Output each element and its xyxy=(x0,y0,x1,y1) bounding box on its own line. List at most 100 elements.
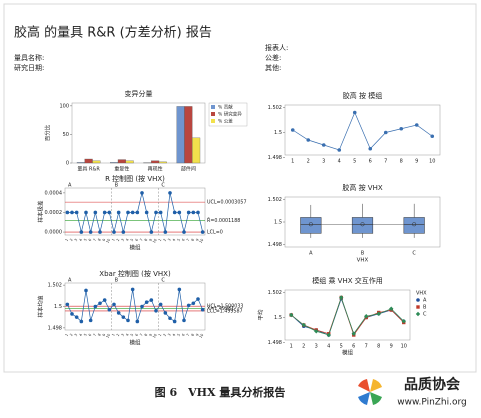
y-tick-label: 100 xyxy=(59,103,69,109)
x-tick-label: 量具 R&R xyxy=(77,166,100,173)
x-axis-label: 模组 xyxy=(129,244,141,252)
chart-title: 胶高 按 模组 xyxy=(343,91,382,100)
data-point xyxy=(80,320,84,324)
info-label: 报表人: xyxy=(265,43,288,52)
data-point xyxy=(168,191,172,195)
data-point xyxy=(322,143,326,147)
data-point xyxy=(117,211,121,215)
data-point xyxy=(430,134,434,138)
data-point xyxy=(353,111,357,115)
chart-title: Xbar 控制图 (按 VHX) xyxy=(99,269,171,278)
y-tick-label: 1.502 xyxy=(48,283,62,289)
legend-label: C xyxy=(423,312,427,318)
data-point xyxy=(75,211,79,215)
y-tick-label: 1.502 xyxy=(268,105,282,111)
x-tick-label: 6 xyxy=(369,159,372,165)
data-point xyxy=(178,211,182,215)
data-point xyxy=(178,288,182,292)
data-point xyxy=(201,230,205,234)
chart-title: 胶高 按 VHX xyxy=(342,183,383,192)
data-point xyxy=(84,211,88,215)
bar xyxy=(93,161,101,163)
reference-label: LCL=0 xyxy=(207,230,223,236)
y-tick-label: 1.498 xyxy=(268,155,282,161)
x-tick-label: 5 xyxy=(340,344,343,350)
data-point xyxy=(173,211,177,215)
reference-label: R̄=0.0001188 xyxy=(207,217,240,224)
y-tick-label: 0.0004 xyxy=(45,190,63,196)
x-tick-label: 重复性 xyxy=(114,166,129,173)
x-tick-label: A xyxy=(309,251,313,257)
y-axis-label: 样本均值 xyxy=(37,295,45,318)
x-axis-label: VHX xyxy=(357,258,369,264)
legend-label: A xyxy=(423,298,427,304)
info-label: 研究日期: xyxy=(14,63,44,72)
data-point xyxy=(159,303,163,307)
x-tick-label: 2 xyxy=(307,159,310,165)
report-title: 胶高 的量具 R&R (方差分析) 报告 xyxy=(14,25,212,41)
y-tick-label: 1.5 xyxy=(274,315,282,321)
data-point xyxy=(131,211,135,215)
y-axis-label: 样本极差 xyxy=(37,200,45,223)
data-point xyxy=(126,319,130,323)
data-point xyxy=(75,315,79,319)
data-point xyxy=(399,127,403,131)
data-point xyxy=(187,211,191,215)
data-point xyxy=(384,131,388,135)
bar xyxy=(110,162,118,163)
x-tick-label: 8 xyxy=(377,344,380,350)
legend-swatch xyxy=(211,119,215,123)
y-tick-label: 50 xyxy=(63,132,69,138)
data-point xyxy=(415,123,419,127)
data-point xyxy=(187,304,191,308)
x-tick-label: 7 xyxy=(365,344,368,350)
x-tick-label: 3 xyxy=(322,159,325,165)
x-tick-label: 10 xyxy=(429,159,435,165)
legend-label: % 公差 xyxy=(218,118,233,125)
data-point xyxy=(89,319,93,323)
y-axis-label: 百分比 xyxy=(44,124,52,141)
logo-icon xyxy=(358,379,382,405)
data-point xyxy=(70,211,74,215)
data-point xyxy=(98,301,102,305)
data-point xyxy=(368,147,372,151)
info-label: 公差: xyxy=(265,53,281,62)
y-tick-label: 1.498 xyxy=(268,340,282,346)
data-point xyxy=(173,320,177,324)
bar xyxy=(77,162,85,163)
group-label: B xyxy=(115,183,119,189)
legend-title: VHX xyxy=(416,291,427,297)
reference-label: LCL=1.499587 xyxy=(207,308,243,314)
data-point xyxy=(80,230,84,234)
legend-marker xyxy=(416,298,420,302)
data-point xyxy=(108,211,112,215)
y-tick-label: 1.498 xyxy=(48,325,62,331)
data-point xyxy=(126,211,130,215)
y-tick-label: 1.502 xyxy=(268,290,282,296)
data-point xyxy=(145,211,149,215)
bar xyxy=(184,106,192,163)
data-point xyxy=(84,289,88,293)
data-point xyxy=(182,230,186,234)
bar xyxy=(126,161,134,163)
data-point xyxy=(94,211,98,215)
data-point xyxy=(154,211,158,215)
data-point xyxy=(306,138,310,142)
bar xyxy=(85,159,93,163)
y-tick-label: 1.502 xyxy=(268,197,282,203)
data-point xyxy=(89,230,93,234)
x-tick-label: 1 xyxy=(290,344,293,350)
legend-swatch xyxy=(211,105,215,109)
data-point xyxy=(337,148,341,152)
legend-label: % 贡献 xyxy=(218,104,233,111)
y-tick-label: 1.5 xyxy=(54,304,62,310)
box xyxy=(301,217,322,233)
data-point xyxy=(192,301,196,305)
group-label: A xyxy=(68,278,72,284)
data-point xyxy=(98,230,102,234)
legend-marker xyxy=(416,305,419,308)
x-tick-label: 3 xyxy=(315,344,318,350)
box xyxy=(352,217,373,233)
group-label: A xyxy=(68,183,72,189)
chart-title: 变异分量 xyxy=(125,89,153,98)
